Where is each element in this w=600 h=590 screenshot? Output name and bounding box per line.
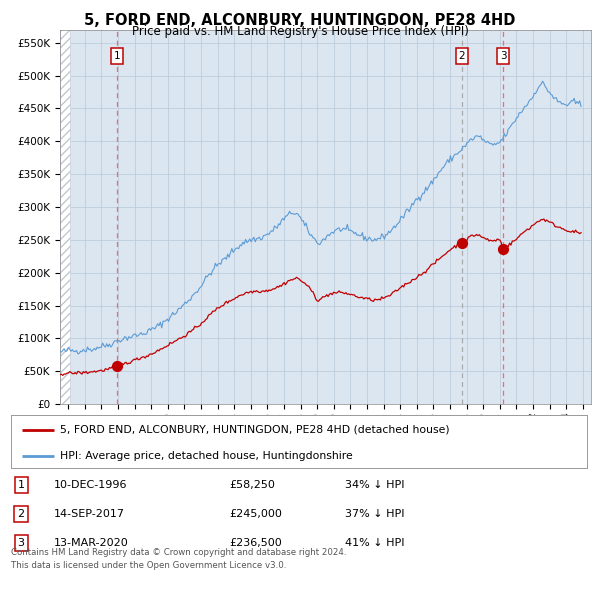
Point (498, 244, 508, 254)
Text: 2: 2 (17, 509, 25, 519)
Text: 37% ↓ HPI: 37% ↓ HPI (345, 509, 404, 519)
Text: 14-SEP-2017: 14-SEP-2017 (54, 509, 125, 519)
Text: £236,500: £236,500 (230, 538, 283, 548)
Text: 3: 3 (17, 538, 25, 548)
Text: £245,000: £245,000 (230, 509, 283, 519)
Text: HPI: Average price, detached house, Huntingdonshire: HPI: Average price, detached house, Hunt… (60, 451, 353, 461)
Point (112, 361, 122, 371)
Text: 41% ↓ HPI: 41% ↓ HPI (345, 538, 404, 548)
Text: 34% ↓ HPI: 34% ↓ HPI (345, 480, 404, 490)
Point (457, 238, 467, 248)
Text: This data is licensed under the Open Government Licence v3.0.: This data is licensed under the Open Gov… (11, 560, 286, 569)
Text: 10-DEC-1996: 10-DEC-1996 (54, 480, 128, 490)
Text: 3: 3 (500, 51, 506, 61)
Text: 2: 2 (458, 51, 465, 61)
Text: 5, FORD END, ALCONBURY, HUNTINGDON, PE28 4HD: 5, FORD END, ALCONBURY, HUNTINGDON, PE28… (85, 13, 515, 28)
Text: £58,250: £58,250 (230, 480, 275, 490)
Text: 5, FORD END, ALCONBURY, HUNTINGDON, PE28 4HD (detached house): 5, FORD END, ALCONBURY, HUNTINGDON, PE28… (60, 425, 449, 435)
Text: 13-MAR-2020: 13-MAR-2020 (54, 538, 129, 548)
Text: Contains HM Land Registry data © Crown copyright and database right 2024.: Contains HM Land Registry data © Crown c… (11, 548, 346, 556)
Text: 1: 1 (114, 51, 121, 61)
Text: 1: 1 (17, 480, 25, 490)
Text: Price paid vs. HM Land Registry's House Price Index (HPI): Price paid vs. HM Land Registry's House … (131, 25, 469, 38)
